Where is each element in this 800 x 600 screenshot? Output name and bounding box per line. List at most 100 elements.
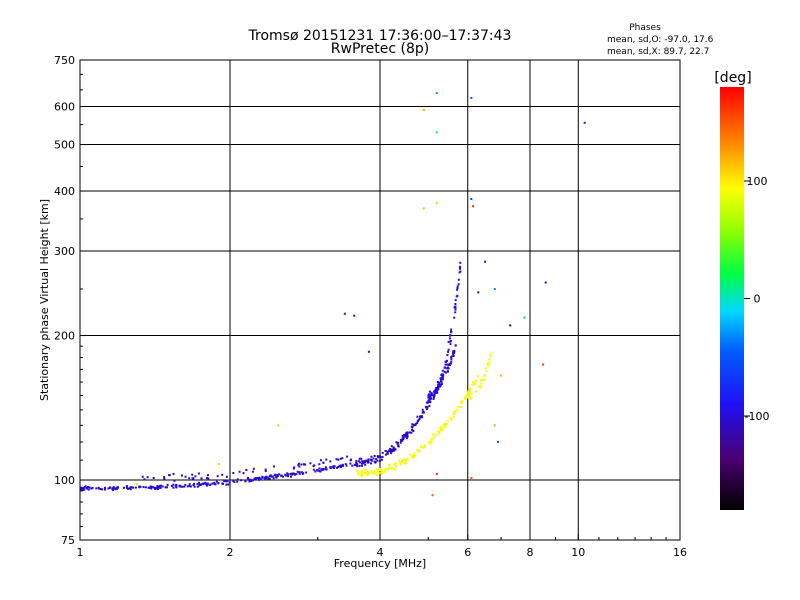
x-tick-label: 6 xyxy=(464,546,471,559)
data-point xyxy=(427,396,430,399)
data-point xyxy=(356,469,359,472)
data-point xyxy=(411,455,414,458)
data-point xyxy=(416,415,419,418)
data-point xyxy=(406,457,408,460)
data-point xyxy=(445,422,448,425)
data-point xyxy=(325,458,328,461)
data-point xyxy=(320,468,323,471)
plot-frame xyxy=(79,59,681,541)
data-point xyxy=(163,476,166,479)
data-point xyxy=(437,430,440,433)
axis-ticks: 1 2 4 6 8 10 16 75 100 200 300 400 500 600 750 xyxy=(54,54,687,559)
data-point xyxy=(336,466,338,469)
data-point xyxy=(356,465,359,468)
data-point xyxy=(434,434,437,437)
data-point xyxy=(420,445,423,448)
data-point xyxy=(143,478,146,481)
data-point xyxy=(108,487,111,490)
data-point xyxy=(413,424,416,426)
data-point xyxy=(293,466,296,469)
data-point xyxy=(390,451,393,454)
data-point xyxy=(173,479,176,482)
data-point xyxy=(345,464,348,467)
data-point xyxy=(417,420,419,422)
data-point xyxy=(256,477,259,479)
data-point xyxy=(319,470,322,473)
data-point xyxy=(181,474,183,477)
data-point xyxy=(87,488,90,491)
data-point xyxy=(445,371,448,374)
data-point xyxy=(439,385,442,388)
data-point xyxy=(455,295,458,298)
data-point xyxy=(236,478,239,481)
data-point xyxy=(214,483,217,486)
data-point xyxy=(437,383,440,386)
data-point xyxy=(472,205,475,208)
data-point xyxy=(474,382,477,385)
y-tick-label: 500 xyxy=(54,139,75,152)
data-point xyxy=(435,388,438,391)
data-point xyxy=(431,394,434,397)
data-point xyxy=(175,486,178,489)
data-point xyxy=(125,486,128,489)
data-point xyxy=(217,482,220,485)
data-point xyxy=(387,468,390,471)
data-point xyxy=(264,470,267,472)
data-point xyxy=(338,464,341,467)
data-point xyxy=(417,450,420,453)
data-point xyxy=(309,462,312,465)
data-point xyxy=(481,378,484,381)
data-point xyxy=(479,385,482,388)
data-point xyxy=(454,411,457,414)
data-point xyxy=(374,461,377,464)
data-point xyxy=(487,363,490,366)
data-point xyxy=(388,467,391,470)
data-point xyxy=(372,457,375,460)
data-point xyxy=(432,436,435,439)
data-point xyxy=(409,453,412,456)
data-point xyxy=(459,406,462,408)
colorbar-tick-label: 100 xyxy=(747,175,768,188)
data-point xyxy=(440,377,443,380)
data-point xyxy=(297,464,300,467)
data-point xyxy=(225,475,228,478)
data-point xyxy=(441,427,444,430)
data-point xyxy=(91,486,94,489)
data-point xyxy=(442,374,445,377)
data-point xyxy=(191,473,194,476)
data-point xyxy=(417,418,420,421)
data-point xyxy=(168,474,171,477)
data-point xyxy=(267,477,270,480)
y-tick-label: 100 xyxy=(54,474,75,487)
data-point xyxy=(411,423,414,426)
data-point xyxy=(155,487,158,489)
data-point xyxy=(144,486,147,489)
data-point xyxy=(232,472,235,474)
data-point xyxy=(362,473,365,476)
data-point xyxy=(366,473,369,475)
data-point xyxy=(395,441,398,444)
data-point xyxy=(397,459,400,462)
data-point xyxy=(486,362,489,365)
data-point xyxy=(394,448,397,451)
data-point xyxy=(465,395,468,397)
data-point xyxy=(453,352,456,354)
data-point xyxy=(193,482,195,485)
data-point xyxy=(450,360,453,363)
data-point xyxy=(353,463,356,466)
data-point xyxy=(446,354,449,357)
data-point xyxy=(183,485,186,488)
data-point xyxy=(138,485,141,488)
data-point xyxy=(469,396,472,398)
data-point xyxy=(544,281,547,284)
data-point xyxy=(253,477,256,480)
data-point xyxy=(101,488,104,491)
data-point xyxy=(467,392,470,395)
data-point xyxy=(364,463,367,466)
data-point xyxy=(318,467,321,470)
data-point xyxy=(184,475,187,478)
data-point xyxy=(245,469,248,471)
data-point xyxy=(135,483,138,486)
data-point xyxy=(376,474,379,477)
data-point xyxy=(141,475,144,478)
